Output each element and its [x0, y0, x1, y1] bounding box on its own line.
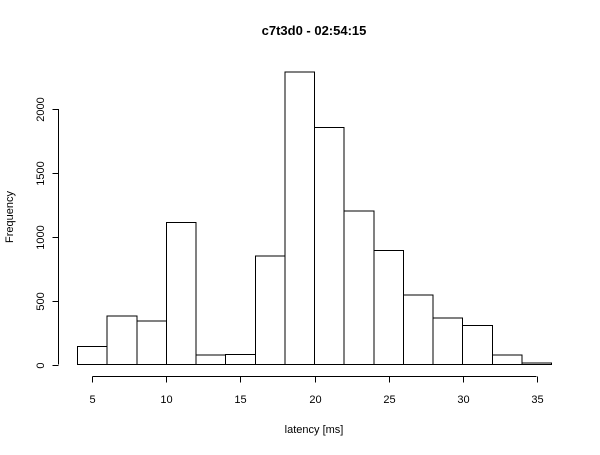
histogram-bar-5 [225, 353, 256, 366]
y-tick-label-1: 500 [35, 292, 47, 310]
histogram-bar-0 [77, 346, 108, 365]
x-tick-label-0: 5 [89, 394, 95, 406]
histogram-bar-12 [432, 317, 464, 365]
y-tick-label-2: 1000 [35, 225, 47, 249]
histogram-bar-11 [402, 294, 434, 365]
x-tick-label-5: 30 [457, 394, 469, 406]
histogram-bar-7 [284, 71, 315, 365]
y-axis-label: Frequency [4, 191, 16, 243]
histogram-bar-1 [106, 315, 138, 365]
histogram-bar-15 [521, 362, 552, 366]
histogram-bar-6 [254, 255, 286, 365]
histogram-bar-2 [136, 320, 167, 365]
chart-title: c7t3d0 - 02:54:15 [262, 23, 367, 38]
histogram-bar-3 [165, 222, 197, 365]
x-tick-label-1: 10 [160, 394, 172, 406]
y-tick-label-0: 0 [35, 362, 47, 368]
y-axis: 0 500 1000 1500 2000 [35, 97, 59, 369]
histogram-bar-13 [462, 325, 493, 365]
histogram-bar-9 [343, 210, 375, 365]
x-tick-label-2: 15 [234, 394, 246, 406]
y-tick-label-3: 1500 [35, 161, 47, 185]
x-axis-label: latency [ms] [285, 424, 344, 436]
x-axis: 5 10 15 20 25 30 35 [89, 376, 544, 406]
histogram-bars [77, 71, 552, 366]
x-tick-label-3: 20 [309, 394, 321, 406]
y-tick-label-4: 2000 [35, 97, 47, 121]
histogram-bar-8 [314, 126, 345, 365]
x-tick-label-4: 25 [383, 394, 395, 406]
x-tick-label-6: 35 [531, 394, 543, 406]
histogram-bar-14 [491, 354, 523, 366]
histogram-bar-10 [373, 250, 404, 366]
histogram-bar-4 [195, 354, 227, 366]
